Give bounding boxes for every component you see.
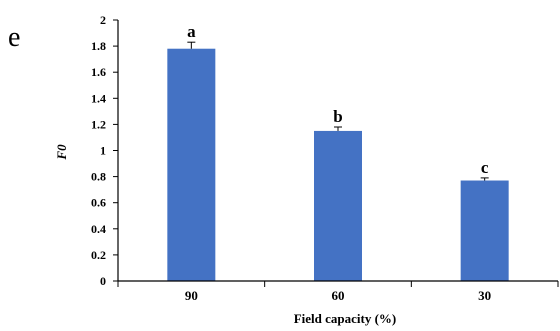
bars-group (167, 48, 509, 282)
x-axis-ticks: 90 60 30 (117, 281, 559, 303)
bar-30 (460, 180, 509, 281)
y-tick-label: 1.2 (91, 117, 106, 131)
x-category-label-60: 60 (332, 288, 345, 303)
y-tick-label: 0.4 (91, 222, 106, 236)
y-axis-ticks: 0 0.2 0.4 0.6 0.8 1 1.2 1.4 1.6 1.8 2 (91, 13, 118, 288)
y-tick-label: 1.8 (91, 39, 106, 53)
x-axis-title: Field capacity (%) (294, 311, 397, 326)
significance-label-90: a (187, 22, 196, 41)
panel-label: e (8, 22, 20, 53)
x-category-label-30: 30 (478, 288, 491, 303)
y-tick-label: 1.6 (91, 65, 106, 79)
y-tick-label: 0.6 (91, 196, 106, 210)
significance-labels-group: a b c (187, 22, 489, 177)
significance-label-30: c (481, 158, 489, 177)
y-tick-label: 0 (100, 274, 106, 288)
bar-90 (167, 48, 216, 282)
significance-label-60: b (333, 107, 342, 126)
x-category-label-90: 90 (185, 288, 198, 303)
error-bars-group (187, 41, 489, 181)
y-tick-label: 1.4 (91, 91, 106, 105)
y-tick-label: 0.2 (91, 248, 106, 262)
y-tick-label: 1 (100, 144, 106, 158)
y-axis-title: F0 (54, 144, 69, 161)
y-tick-label: 0.8 (91, 170, 106, 184)
bar-60 (314, 130, 362, 281)
y-tick-label: 2 (100, 13, 106, 27)
